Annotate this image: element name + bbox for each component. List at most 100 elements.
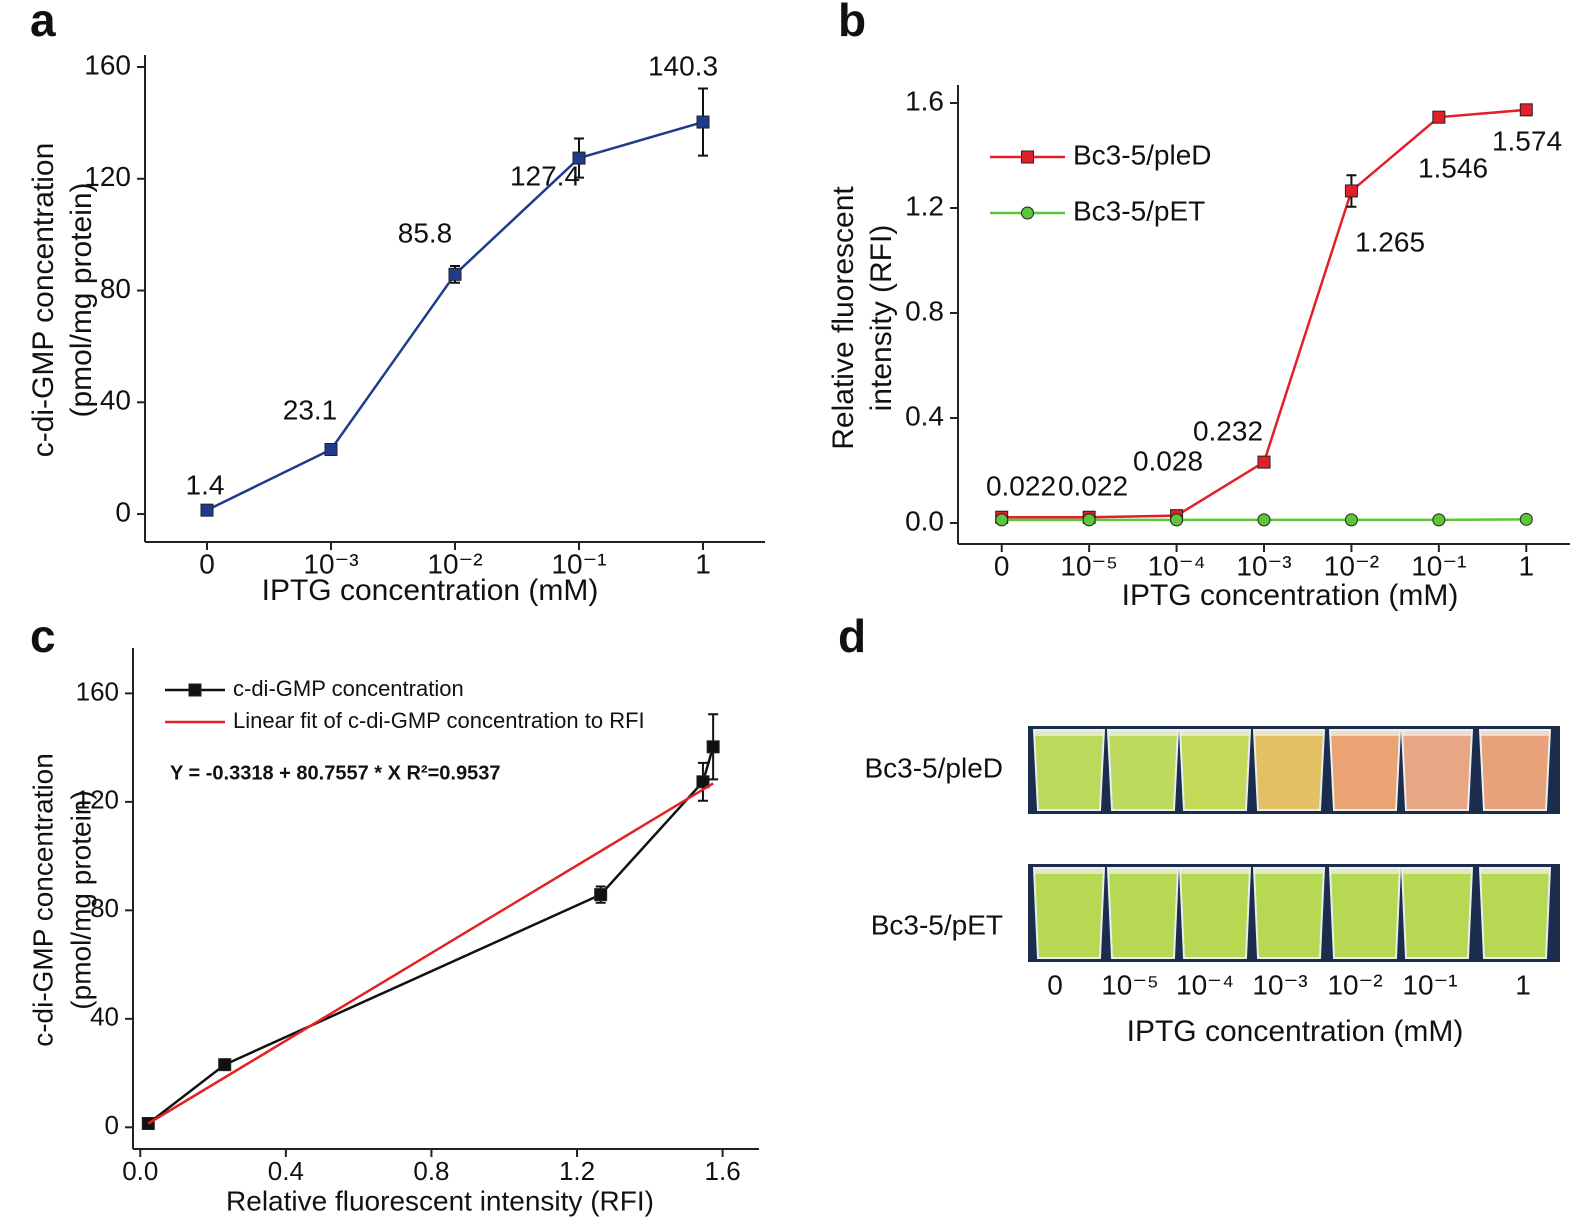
cup bbox=[1400, 729, 1474, 811]
marker bbox=[188, 683, 202, 697]
marker bbox=[218, 1058, 232, 1072]
marker bbox=[1432, 513, 1446, 527]
x-tick-label: 0.4 bbox=[268, 1156, 304, 1186]
marker bbox=[1082, 513, 1096, 527]
marker bbox=[1344, 184, 1358, 198]
x-tick-label: 10⁻² bbox=[427, 548, 482, 579]
y-tick-label: 120 bbox=[84, 161, 131, 192]
x-tick-label: 0 bbox=[994, 550, 1010, 581]
marker bbox=[706, 740, 720, 754]
cup bbox=[1252, 867, 1326, 959]
marker bbox=[696, 115, 710, 129]
y-axis-label: (pmol/mg protein) bbox=[65, 182, 98, 417]
cup-rim bbox=[1108, 730, 1178, 736]
row-label: Bc3-5/pleD bbox=[864, 752, 1003, 783]
cup-rim bbox=[1480, 730, 1550, 736]
cup bbox=[1032, 867, 1106, 959]
x-axis-label: IPTG concentration (mM) bbox=[1122, 579, 1459, 612]
marker bbox=[1257, 513, 1271, 527]
x-tick-label: 1 bbox=[1515, 969, 1531, 1000]
cup bbox=[1478, 867, 1552, 959]
panel-label: d bbox=[838, 610, 866, 662]
series-line bbox=[206, 120, 704, 512]
data-label: 0.022 bbox=[1058, 470, 1128, 501]
data-label: 140.3 bbox=[648, 50, 718, 81]
data-label: 85.8 bbox=[398, 217, 453, 248]
marker bbox=[696, 775, 710, 789]
legend-label: Linear fit of c-di-GMP concentration to … bbox=[233, 708, 645, 733]
x-tick-label: 1.2 bbox=[559, 1156, 595, 1186]
y-tick-label: 80 bbox=[100, 273, 131, 304]
marker bbox=[448, 267, 462, 281]
cup-rim bbox=[1180, 730, 1250, 736]
cup bbox=[1252, 729, 1326, 811]
cup bbox=[1106, 729, 1180, 811]
cup bbox=[1178, 729, 1252, 811]
cup-rim bbox=[1108, 868, 1178, 874]
x-axis-label: IPTG concentration (mM) bbox=[262, 574, 599, 607]
y-tick-label: 0 bbox=[105, 1110, 119, 1140]
y-tick-label: 0.4 bbox=[905, 400, 944, 431]
x-tick-label: 10⁻¹ bbox=[1411, 550, 1466, 581]
cup bbox=[1328, 867, 1402, 959]
marker bbox=[594, 888, 608, 902]
x-tick-label: 10⁻³ bbox=[1236, 550, 1291, 581]
marker bbox=[1344, 513, 1358, 527]
cup-rim bbox=[1034, 868, 1104, 874]
cup-rim bbox=[1330, 730, 1400, 736]
cup-rim bbox=[1254, 730, 1324, 736]
y-tick-label: 120 bbox=[76, 785, 119, 815]
marker bbox=[1257, 455, 1271, 469]
y-axis-label: Relative fluorescent bbox=[827, 186, 860, 450]
data-label: 23.1 bbox=[283, 394, 338, 425]
x-tick-label: 10⁻¹ bbox=[1402, 969, 1457, 1000]
cup-rim bbox=[1330, 868, 1400, 874]
cup bbox=[1032, 729, 1106, 811]
cup bbox=[1178, 867, 1252, 959]
x-tick-label: 0.8 bbox=[413, 1156, 449, 1186]
data-label: 0.028 bbox=[1133, 445, 1203, 476]
legend-label: Bc3-5/pET bbox=[1073, 195, 1205, 226]
x-axis-label: IPTG concentration (mM) bbox=[1127, 1015, 1464, 1048]
y-axis-label: (pmol/mg protein) bbox=[65, 790, 96, 1009]
cup-rim bbox=[1254, 868, 1324, 874]
x-tick-label: 1 bbox=[695, 548, 711, 579]
y-tick-label: 80 bbox=[90, 893, 119, 923]
series-line bbox=[147, 782, 714, 1125]
x-tick-label: 10⁻³ bbox=[1252, 969, 1307, 1000]
x-tick-label: 10⁻³ bbox=[303, 548, 358, 579]
data-label: 1.546 bbox=[1418, 152, 1488, 183]
y-axis-label: c-di-GMP concentration bbox=[27, 753, 58, 1047]
marker bbox=[1021, 206, 1034, 220]
data-label: 1.265 bbox=[1355, 226, 1425, 257]
cup bbox=[1328, 729, 1402, 811]
cup bbox=[1478, 729, 1552, 811]
y-axis-label: c-di-GMP concentration bbox=[27, 143, 60, 458]
x-tick-label: 0 bbox=[1047, 969, 1063, 1000]
cup-rim bbox=[1180, 868, 1250, 874]
marker bbox=[995, 513, 1009, 527]
panel-label: c bbox=[30, 610, 56, 662]
cup-rim bbox=[1402, 868, 1472, 874]
x-tick-label: 10⁻¹ bbox=[551, 548, 606, 579]
x-tick-label: 10⁻² bbox=[1324, 550, 1379, 581]
x-tick-label: 10⁻⁴ bbox=[1148, 550, 1206, 581]
x-tick-label: 10⁻⁵ bbox=[1060, 550, 1118, 581]
x-tick-label: 10⁻² bbox=[1327, 969, 1382, 1000]
marker bbox=[1519, 103, 1533, 117]
data-label: 1.4 bbox=[186, 469, 225, 500]
series-line bbox=[147, 746, 715, 1125]
cup-rim bbox=[1402, 730, 1472, 736]
y-tick-label: 0 bbox=[115, 496, 131, 527]
data-label: 127.4 bbox=[510, 160, 580, 191]
y-tick-label: 160 bbox=[84, 49, 131, 80]
marker bbox=[1432, 110, 1446, 124]
y-tick-label: 160 bbox=[76, 676, 119, 706]
marker bbox=[572, 151, 586, 165]
x-tick-label: 10⁻⁴ bbox=[1176, 969, 1234, 1000]
x-tick-label: 0 bbox=[199, 548, 215, 579]
legend-label: c-di-GMP concentration bbox=[233, 676, 464, 701]
marker bbox=[324, 443, 338, 457]
marker bbox=[1519, 512, 1533, 526]
